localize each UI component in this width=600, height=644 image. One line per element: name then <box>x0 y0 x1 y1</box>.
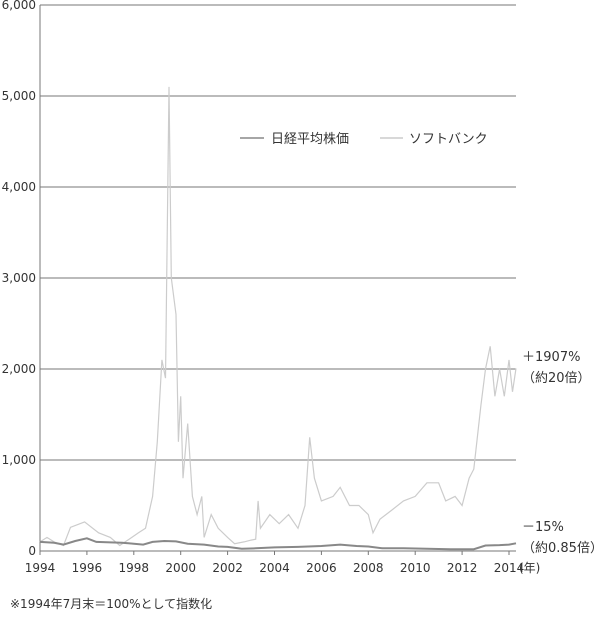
series-line-softbank <box>39 86 517 547</box>
x-tick-label: 2008 <box>353 561 384 575</box>
x-tick-label: 1996 <box>72 561 103 575</box>
series-line-nikkei <box>39 537 517 551</box>
y-tick-label: 0 <box>28 544 36 558</box>
legend-label-softbank: ソフトバンク <box>409 132 488 147</box>
y-tick-label: 1,000 <box>2 453 36 467</box>
softbank-change: ＋1907% <box>522 350 581 365</box>
x-tick-label: 2000 <box>165 561 196 575</box>
gridlines <box>39 4 516 552</box>
legend-label-nikkei: 日経平均株価 <box>271 132 349 147</box>
x-axis-ticks: 1994 1996 1998 2000 2002 2004 2006 2008 2010 2012… <box>25 551 525 575</box>
x-tick-label: 2006 <box>306 561 337 575</box>
nikkei-change: －15% <box>522 520 564 535</box>
softbank-change-annotation: ＋1907% （約20倍） <box>522 347 591 389</box>
footnote: ※1994年7月末＝100%として指数化 <box>10 597 213 611</box>
y-axis-ticks: 0 1,000 2,000 3,000 4,000 5,000 6,000 <box>2 0 36 558</box>
x-tick-label: 2004 <box>259 561 290 575</box>
x-tick-label: 1998 <box>119 561 150 575</box>
x-tick-label: 1994 <box>25 561 56 575</box>
x-axis-label: (年) <box>519 561 540 575</box>
nikkei-change-annotation: －15% （約0.85倍） <box>522 517 600 559</box>
softbank-multiple: （約20倍） <box>522 371 591 386</box>
x-tick-label: 2010 <box>400 561 431 575</box>
series-lines <box>39 86 517 551</box>
legend: 日経平均株価 ソフトバンク <box>240 132 488 147</box>
x-tick-label: 2012 <box>447 561 478 575</box>
y-tick-label: 5,000 <box>2 89 36 103</box>
x-tick-label: 2002 <box>212 561 243 575</box>
y-tick-label: 4,000 <box>2 180 36 194</box>
nikkei-multiple: （約0.85倍） <box>522 541 600 556</box>
x-tick-label: 2014 <box>494 561 525 575</box>
y-tick-label: 6,000 <box>2 0 36 12</box>
y-tick-label: 3,000 <box>2 271 36 285</box>
y-tick-label: 2,000 <box>2 362 36 376</box>
